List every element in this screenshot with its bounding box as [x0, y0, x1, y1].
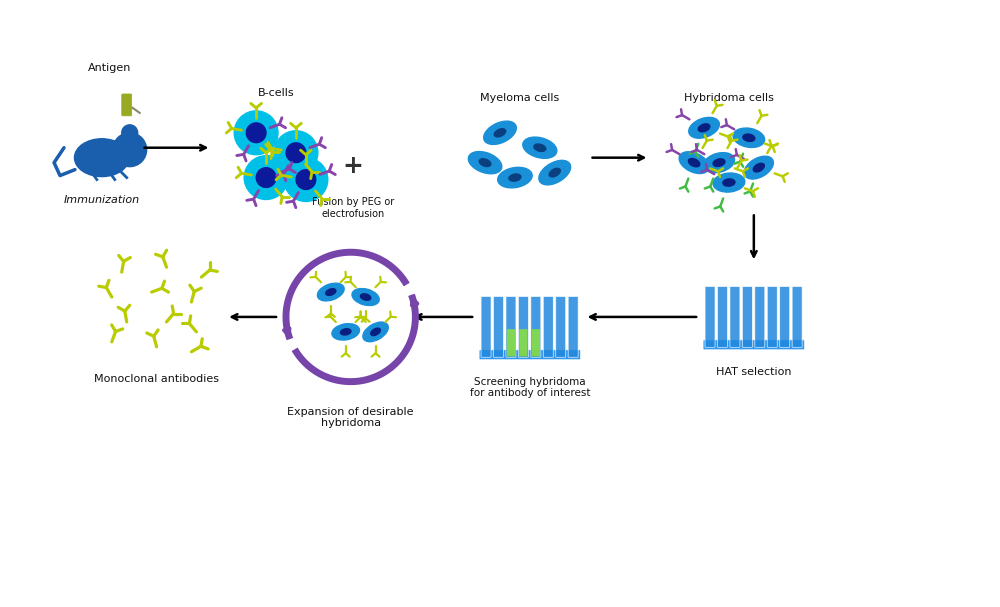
Ellipse shape: [698, 124, 710, 132]
FancyBboxPatch shape: [792, 287, 802, 347]
Ellipse shape: [549, 168, 560, 177]
Text: Myeloma cells: Myeloma cells: [480, 93, 560, 103]
Ellipse shape: [340, 329, 351, 335]
FancyBboxPatch shape: [481, 297, 491, 358]
Ellipse shape: [744, 156, 773, 179]
Text: Hybridoma cells: Hybridoma cells: [684, 93, 774, 103]
Ellipse shape: [509, 174, 521, 181]
Ellipse shape: [723, 179, 735, 186]
Text: Fusion by PEG or
electrofusion: Fusion by PEG or electrofusion: [312, 197, 394, 219]
FancyBboxPatch shape: [780, 287, 790, 347]
FancyBboxPatch shape: [122, 94, 132, 116]
Circle shape: [256, 168, 276, 188]
Text: +: +: [342, 154, 363, 178]
FancyBboxPatch shape: [506, 297, 516, 358]
Text: Immunization: Immunization: [64, 195, 140, 206]
Ellipse shape: [523, 137, 557, 158]
Text: Monoclonal antibodies: Monoclonal antibodies: [94, 374, 219, 384]
Ellipse shape: [352, 288, 379, 305]
FancyBboxPatch shape: [755, 287, 765, 347]
Circle shape: [246, 123, 266, 143]
Ellipse shape: [363, 322, 388, 342]
FancyBboxPatch shape: [718, 287, 727, 347]
Ellipse shape: [326, 289, 336, 296]
Ellipse shape: [360, 294, 371, 300]
Text: HAT selection: HAT selection: [716, 367, 792, 377]
Ellipse shape: [713, 159, 725, 166]
Circle shape: [284, 158, 328, 202]
Circle shape: [274, 131, 318, 175]
Circle shape: [296, 170, 316, 189]
FancyBboxPatch shape: [742, 287, 752, 347]
Text: Expansion of desirable
hybridoma: Expansion of desirable hybridoma: [287, 407, 414, 428]
Ellipse shape: [371, 328, 380, 336]
Ellipse shape: [679, 152, 709, 174]
Ellipse shape: [689, 117, 719, 138]
Ellipse shape: [498, 168, 532, 188]
Ellipse shape: [703, 152, 735, 172]
Circle shape: [113, 133, 147, 167]
Circle shape: [286, 143, 306, 163]
FancyBboxPatch shape: [556, 297, 566, 358]
Ellipse shape: [743, 134, 755, 141]
FancyBboxPatch shape: [479, 350, 581, 360]
FancyBboxPatch shape: [519, 329, 528, 356]
Ellipse shape: [468, 152, 502, 174]
FancyBboxPatch shape: [568, 297, 578, 358]
Ellipse shape: [494, 129, 506, 137]
Ellipse shape: [484, 121, 516, 144]
Ellipse shape: [534, 144, 546, 151]
Text: Screening hybridoma
for antibody of interest: Screening hybridoma for antibody of inte…: [470, 377, 590, 398]
FancyBboxPatch shape: [705, 287, 715, 347]
FancyBboxPatch shape: [494, 297, 503, 358]
FancyBboxPatch shape: [518, 297, 528, 358]
FancyBboxPatch shape: [730, 287, 740, 347]
Ellipse shape: [539, 160, 571, 185]
Ellipse shape: [733, 128, 765, 148]
Ellipse shape: [74, 139, 129, 177]
FancyBboxPatch shape: [767, 287, 777, 347]
Text: B-cells: B-cells: [258, 88, 294, 98]
Ellipse shape: [688, 158, 700, 167]
Circle shape: [122, 125, 138, 141]
FancyBboxPatch shape: [532, 329, 540, 356]
FancyBboxPatch shape: [543, 297, 553, 358]
FancyBboxPatch shape: [507, 329, 515, 356]
Circle shape: [244, 155, 288, 200]
FancyBboxPatch shape: [531, 297, 541, 358]
Ellipse shape: [332, 324, 360, 340]
Ellipse shape: [713, 173, 745, 192]
Ellipse shape: [479, 159, 491, 166]
FancyBboxPatch shape: [703, 340, 805, 350]
Text: Antigen: Antigen: [88, 63, 131, 73]
Circle shape: [234, 111, 278, 155]
Ellipse shape: [753, 163, 764, 172]
Ellipse shape: [317, 283, 344, 301]
